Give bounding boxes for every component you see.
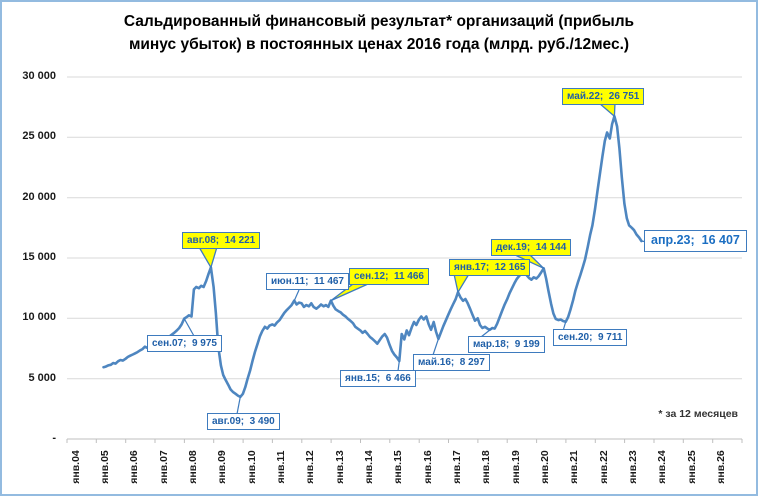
x-axis-label: янв.04 xyxy=(70,450,82,484)
x-axis-label: янв.20 xyxy=(539,450,551,484)
data-label-may16: май.16; 8 297 xyxy=(413,354,490,371)
data-label-mar18: мар.18; 9 199 xyxy=(468,336,545,353)
data-label-sen07: сен.07; 9 975 xyxy=(147,335,222,352)
callout-leader xyxy=(183,318,195,337)
data-label-apr23: апр.23; 16 407 xyxy=(644,230,747,252)
x-axis-label: янв.08 xyxy=(187,450,199,484)
x-axis-label: янв.15 xyxy=(392,450,404,484)
x-axis-label: янв.11 xyxy=(275,450,287,484)
callout-leader xyxy=(293,289,300,301)
callout-wedge xyxy=(198,246,218,269)
x-axis-label: янв.24 xyxy=(656,450,668,484)
data-label-iyun11: июн.11; 11 467 xyxy=(266,273,349,290)
data-label-may22: май.22; 26 751 xyxy=(562,88,645,105)
data-label-yanv17: янв.17; 12 165 xyxy=(449,259,531,276)
x-axis-label: янв.18 xyxy=(480,450,492,484)
x-axis-label: янв.23 xyxy=(627,450,639,484)
x-axis-label: янв.12 xyxy=(304,450,316,484)
x-axis-label: янв.06 xyxy=(128,450,140,484)
y-axis-label: 25 000 xyxy=(22,130,56,142)
x-axis-label: янв.19 xyxy=(510,450,522,484)
x-axis-label: янв.07 xyxy=(158,450,170,484)
chart-footnote: * за 12 месяцев xyxy=(658,408,738,420)
callout-leader xyxy=(480,327,493,338)
data-label-avg09: авг.09; 3 490 xyxy=(207,413,280,430)
callout-wedge xyxy=(453,273,470,293)
data-label-dek19: дек.19; 14 144 xyxy=(491,239,572,256)
x-axis-label: янв.22 xyxy=(598,450,610,484)
series-line xyxy=(102,114,643,399)
y-axis-label: 10 000 xyxy=(22,311,56,323)
y-axis-label: 20 000 xyxy=(22,191,56,203)
x-axis-label: янв.13 xyxy=(334,450,346,484)
data-label-yanv15: янв.15; 6 466 xyxy=(340,370,416,387)
y-axis-label: 5 000 xyxy=(28,372,56,384)
x-axis-label: янв.21 xyxy=(568,450,580,484)
callout-leader xyxy=(397,360,400,372)
data-label-sen12: сен.12; 11 466 xyxy=(349,268,429,285)
x-axis-label: янв.09 xyxy=(216,450,228,484)
chart-title: Сальдированный финансовый результат* орг… xyxy=(123,13,635,54)
x-axis-label: янв.25 xyxy=(686,450,698,484)
callout-leader xyxy=(236,396,241,415)
x-axis-label: янв.05 xyxy=(99,450,111,484)
data-label-avg08: авг.08; 14 221 xyxy=(182,232,261,249)
x-axis-label: янв.17 xyxy=(451,450,463,484)
callout-leader xyxy=(432,338,439,356)
x-axis-label: янв.10 xyxy=(246,450,258,484)
y-axis-label: 30 000 xyxy=(22,70,56,82)
y-axis-label: - xyxy=(52,432,56,444)
x-axis-label: янв.16 xyxy=(422,450,434,484)
y-axis-label: 15 000 xyxy=(22,251,56,263)
data-label-sen20: сен.20; 9 711 xyxy=(553,329,628,346)
x-axis-label: янв.14 xyxy=(363,450,375,484)
x-axis-label: янв.26 xyxy=(715,450,727,484)
